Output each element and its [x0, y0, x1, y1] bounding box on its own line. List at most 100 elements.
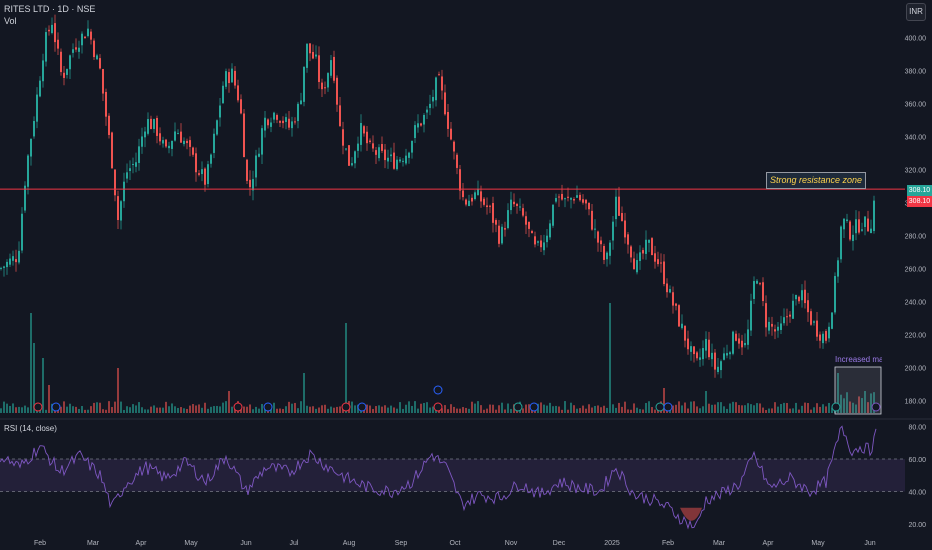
volume-bar — [858, 396, 860, 413]
volume-bar — [309, 406, 311, 413]
volume-bar — [312, 406, 314, 413]
time-tick-label: Aug — [343, 540, 356, 547]
volume-bar — [756, 403, 758, 413]
volume-bar — [414, 401, 416, 413]
candle-body — [66, 68, 68, 75]
volume-bar — [825, 406, 827, 413]
candle-body — [411, 140, 413, 153]
price-tick-label: 260.00 — [905, 267, 927, 274]
volume-bar — [213, 406, 215, 413]
candle-body — [399, 159, 401, 162]
volume-bar — [180, 407, 182, 413]
candle-body — [348, 145, 350, 166]
volume-bar — [507, 403, 509, 413]
event-marker-icon — [529, 402, 539, 412]
volume-bar — [462, 407, 464, 413]
volume-bar — [864, 391, 866, 413]
candle-body — [684, 325, 686, 341]
event-marker-icon — [357, 402, 367, 412]
volume-bar — [837, 373, 839, 413]
currency-button[interactable]: INR — [906, 3, 926, 21]
candle-body — [552, 204, 554, 226]
time-tick-label: Mar — [713, 540, 726, 547]
volume-bar — [717, 402, 719, 413]
volume-bar — [327, 408, 329, 413]
volume-bar — [99, 402, 101, 413]
volume-bar — [246, 406, 248, 413]
volume-bar — [165, 401, 167, 413]
candle-body — [837, 260, 839, 277]
time-tick-label: Dec — [553, 540, 566, 547]
candle-body — [27, 155, 29, 187]
volume-bar — [663, 388, 665, 413]
volume-bar — [126, 406, 128, 413]
candle-body — [705, 338, 707, 351]
volume-bar — [420, 403, 422, 413]
price-tick-label: 320.00 — [905, 168, 927, 175]
volume-bar — [831, 407, 833, 413]
volume-bar — [501, 402, 503, 413]
candle-body — [468, 200, 470, 207]
candle-body — [234, 70, 236, 86]
candle-body — [789, 314, 791, 317]
volume-bar — [225, 401, 227, 413]
candle-body — [420, 123, 422, 126]
volume-bar — [324, 404, 326, 413]
price-tick-label: 380.00 — [905, 69, 927, 76]
event-marker-icon — [663, 402, 673, 412]
candle-body — [774, 329, 776, 332]
candle-body — [510, 199, 512, 211]
volume-bar — [543, 404, 545, 413]
candle-body — [702, 348, 704, 360]
candle-body — [384, 149, 386, 161]
candle-body — [456, 154, 458, 168]
volume-bar — [855, 404, 857, 413]
candle-body — [546, 235, 548, 243]
candle-body — [339, 105, 341, 127]
candle-body — [309, 43, 311, 54]
candle-body — [849, 221, 851, 240]
candle-body — [231, 68, 233, 83]
candle-body — [498, 225, 500, 244]
volume-bar — [207, 408, 209, 413]
candle-body — [621, 213, 623, 221]
resistance-annotation[interactable]: Strong resistance zone — [766, 172, 867, 189]
volume-bar — [105, 409, 107, 413]
candle-body — [486, 205, 488, 208]
volume-annotation[interactable]: Increased market participation — [835, 355, 882, 364]
candle-body — [771, 323, 773, 327]
candle-body — [342, 129, 344, 146]
volume-bar — [684, 402, 686, 413]
volume-bar — [753, 405, 755, 413]
volume-bar — [861, 398, 863, 413]
candle-body — [741, 340, 743, 348]
volume-bar — [408, 401, 410, 413]
time-tick-label: Apr — [136, 540, 148, 547]
candle-body — [270, 122, 272, 127]
candle-body — [261, 128, 263, 155]
volume-bar — [189, 405, 191, 413]
volume-bar — [492, 404, 494, 413]
event-marker-icon — [33, 402, 43, 412]
candle-body — [105, 91, 107, 117]
candle-body — [93, 40, 95, 58]
candle-body — [255, 155, 257, 178]
volume-bar — [528, 404, 530, 413]
candle-body — [669, 289, 671, 293]
candle-body — [228, 72, 230, 84]
candle-body — [36, 94, 38, 122]
candle-body — [465, 199, 467, 205]
candle-body — [39, 80, 41, 97]
volume-bar — [672, 405, 674, 413]
candle-body — [267, 119, 269, 126]
volume-bar — [624, 401, 626, 413]
volume-bar — [567, 409, 569, 413]
candle-body — [492, 203, 494, 223]
candle-body — [378, 147, 380, 159]
candle-body — [687, 338, 689, 350]
candle-body — [159, 133, 161, 142]
volume-bar — [678, 401, 680, 413]
candle-body — [357, 143, 359, 151]
volume-bar — [870, 393, 872, 413]
